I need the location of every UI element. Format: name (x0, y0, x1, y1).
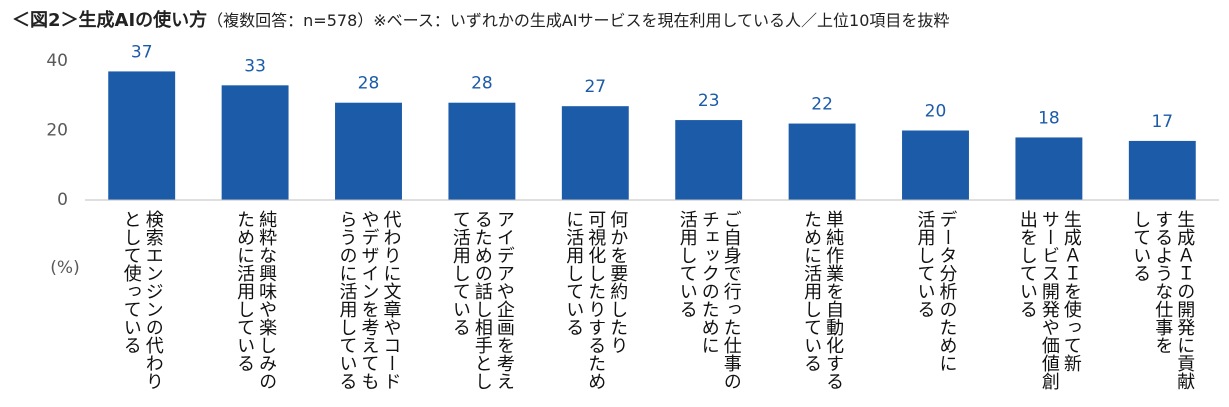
y-axis-label: (%) (50, 258, 79, 278)
bar (1015, 137, 1083, 200)
x-tick-label: 何かを要約したり 可視化したりするため に活用している (563, 210, 629, 390)
x-tick-label: アイデアや企画を考え るための話し相手とし て活用している (449, 210, 515, 390)
bar (561, 106, 629, 200)
value-label: 28 (471, 74, 493, 94)
y-tick-label: 20 (46, 121, 68, 141)
x-tick-label: データ分析のために 活用している (914, 210, 958, 372)
bar (335, 102, 402, 200)
title-block: ＜図2＞生成AIの使い方（複数回答：n=578）※ベース：いずれかの生成AIサー… (12, 6, 949, 32)
x-tick-label: ご自身で行った仕事の チェックのために 活用している (676, 210, 742, 390)
value-label: 33 (244, 56, 266, 76)
y-tick-label: 40 (46, 51, 68, 71)
value-label: 23 (698, 91, 720, 111)
bar (221, 85, 289, 200)
value-label: 27 (584, 77, 606, 97)
x-tick-label: 代わりに文章やコード やデザインを考えても らうのに活用している (336, 210, 402, 390)
value-label: 37 (131, 42, 153, 62)
x-tick-label: 検索エンジンの代わり として使っている (120, 210, 164, 390)
bar (675, 120, 743, 200)
chart-title: ＜図2＞生成AIの使い方 (12, 10, 208, 31)
value-label: 18 (1038, 108, 1060, 128)
value-label: 22 (811, 95, 833, 115)
bar (902, 130, 969, 200)
bar (448, 102, 516, 200)
chart-subtitle: （複数回答：n=578）※ベース：いずれかの生成AIサービスを現在利用している人… (207, 11, 950, 30)
bar (1128, 140, 1196, 200)
value-label: 28 (358, 74, 380, 94)
x-tick-label: 単純作業を自動化する ために活用している (801, 210, 845, 390)
x-tick-label: 生成ＡＩの開発に貢献 するような仕事を している (1130, 210, 1196, 390)
bar (788, 123, 856, 200)
bar (108, 71, 176, 200)
value-label: 20 (925, 102, 947, 122)
x-tick-label: 生成ＡＩを使って新 サービス開発や価値創 出をしている (1016, 210, 1082, 390)
y-tick-label: 0 (57, 190, 68, 210)
value-label: 17 (1151, 112, 1173, 132)
x-tick-label: 純粋な興味や楽しみの ために活用している (234, 210, 278, 390)
